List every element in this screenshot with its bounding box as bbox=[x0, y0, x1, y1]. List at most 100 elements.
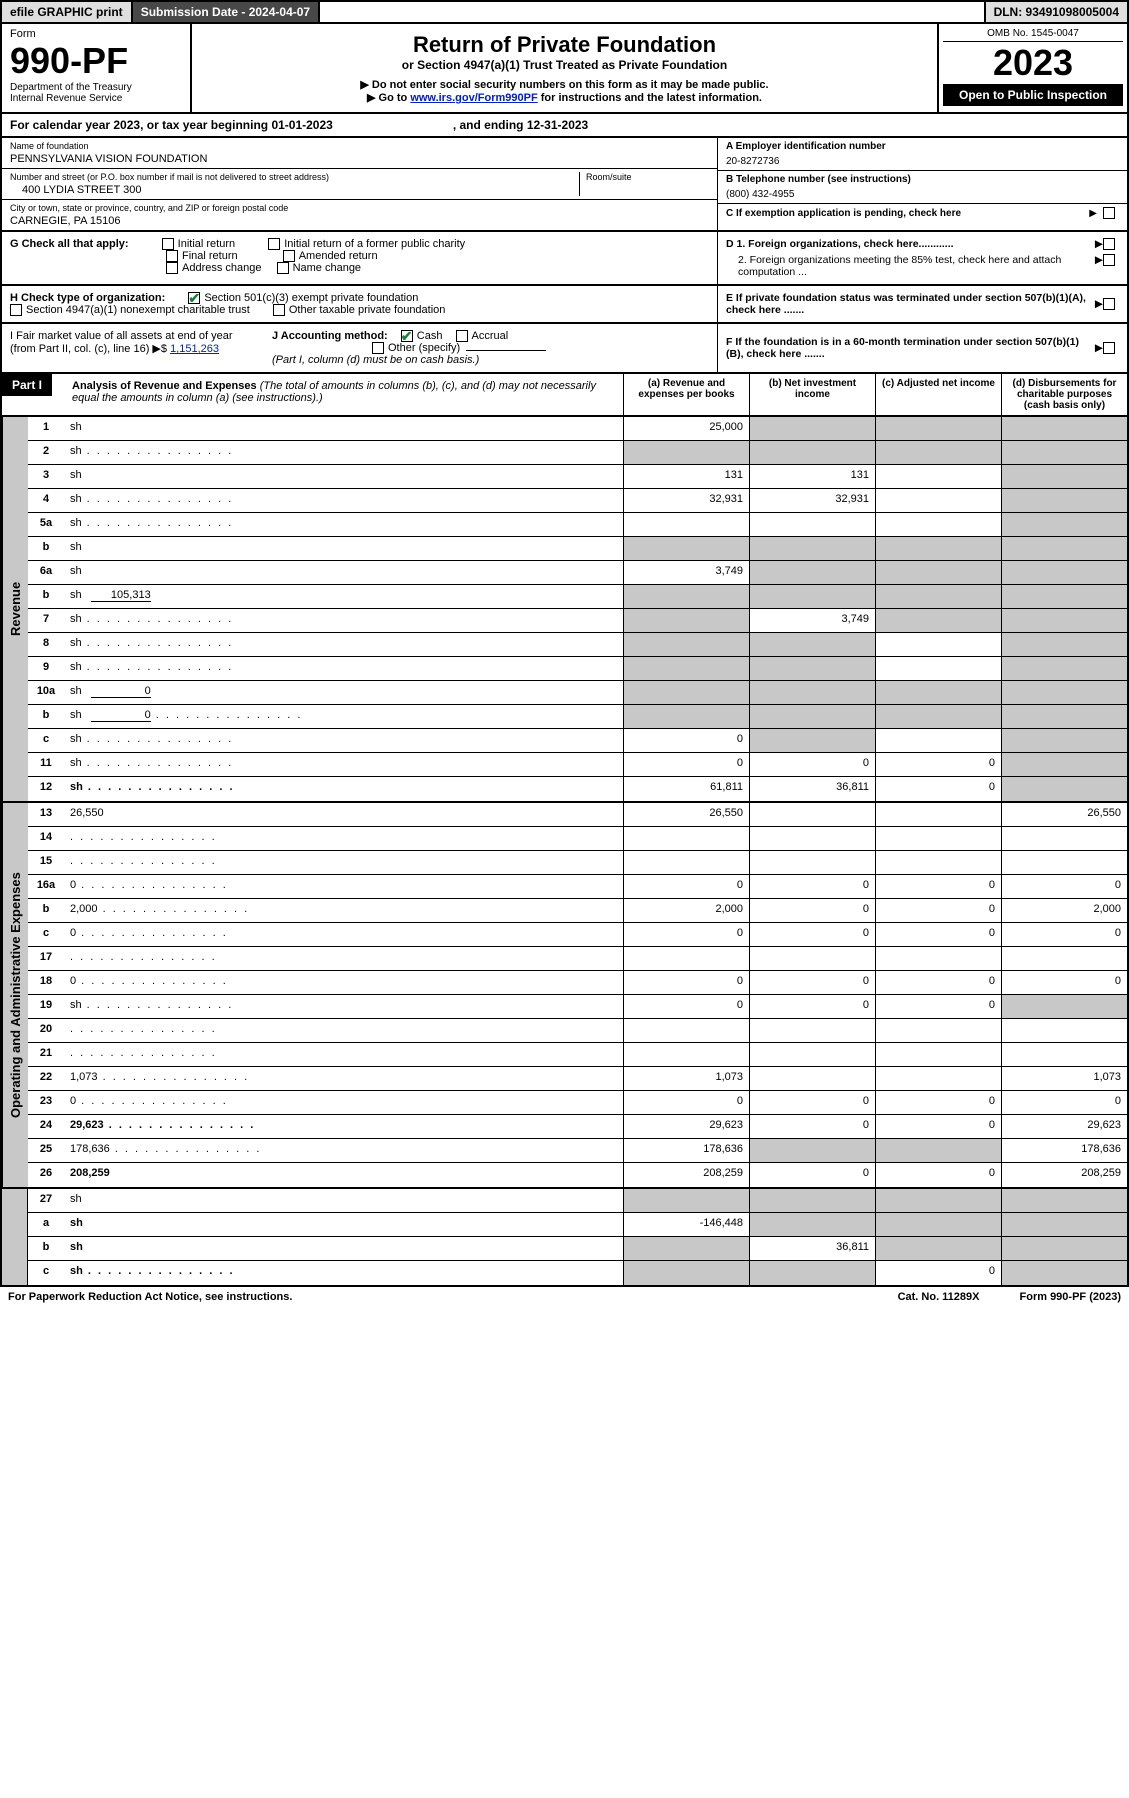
e-checkbox[interactable] bbox=[1103, 298, 1115, 310]
form-number: 990-PF bbox=[10, 40, 182, 82]
h-4947[interactable] bbox=[10, 304, 22, 316]
line-22: 221,0731,0731,073 bbox=[28, 1067, 1127, 1091]
dept: Department of the Treasury bbox=[10, 82, 182, 93]
line-b: bsh 0 bbox=[28, 705, 1127, 729]
line-12: 12sh61,81136,8110 bbox=[28, 777, 1127, 801]
ij-section: I Fair market value of all assets at end… bbox=[0, 324, 1129, 374]
part1-title: Analysis of Revenue and Expenses bbox=[72, 380, 257, 392]
part1-label: Part I bbox=[2, 374, 52, 396]
city-label: City or town, state or province, country… bbox=[10, 203, 709, 213]
d2-checkbox[interactable] bbox=[1103, 254, 1115, 266]
h-other[interactable] bbox=[273, 304, 285, 316]
g-initial-former[interactable] bbox=[268, 238, 280, 250]
form-subtitle: or Section 4947(a)(1) Trust Treated as P… bbox=[200, 58, 929, 72]
calendar-year: For calendar year 2023, or tax year begi… bbox=[0, 114, 1129, 138]
form-label: Form bbox=[10, 28, 182, 40]
summary-section: 27shash-146,448bsh36,811csh0 bbox=[0, 1189, 1129, 1287]
j-other[interactable] bbox=[372, 342, 384, 354]
expenses-section: Operating and Administrative Expenses 13… bbox=[0, 803, 1129, 1189]
footer: For Paperwork Reduction Act Notice, see … bbox=[0, 1287, 1129, 1307]
expenses-label: Operating and Administrative Expenses bbox=[2, 803, 28, 1187]
g-address[interactable] bbox=[166, 262, 178, 274]
e-label: E If private foundation status was termi… bbox=[726, 292, 1095, 316]
line-c: csh0 bbox=[28, 1261, 1127, 1285]
line-27: 27sh bbox=[28, 1189, 1127, 1213]
ein: 20-8272736 bbox=[726, 156, 1119, 167]
j-label: J Accounting method: bbox=[272, 330, 388, 342]
c-label: C If exemption application is pending, c… bbox=[726, 208, 1089, 219]
col-a: (a) Revenue and expenses per books bbox=[623, 374, 749, 415]
g-final[interactable] bbox=[166, 250, 178, 262]
footer-right: Form 990-PF (2023) bbox=[1020, 1291, 1122, 1303]
d2-label: 2. Foreign organizations meeting the 85%… bbox=[726, 254, 1095, 278]
line-23: 2300000 bbox=[28, 1091, 1127, 1115]
g-section: G Check all that apply: Initial return I… bbox=[0, 232, 1129, 286]
f-label: F If the foundation is in a 60-month ter… bbox=[726, 336, 1095, 360]
form-note2b: for instructions and the latest informat… bbox=[538, 92, 762, 104]
irs: Internal Revenue Service bbox=[10, 93, 182, 104]
col-c: (c) Adjusted net income bbox=[875, 374, 1001, 415]
line-10a: 10ash 0 bbox=[28, 681, 1127, 705]
line-18: 1800000 bbox=[28, 971, 1127, 995]
city: CARNEGIE, PA 15106 bbox=[10, 215, 709, 227]
g-label: G Check all that apply: bbox=[10, 238, 129, 250]
d1-checkbox[interactable] bbox=[1103, 238, 1115, 250]
j-accrual[interactable] bbox=[456, 330, 468, 342]
g-initial[interactable] bbox=[162, 238, 174, 250]
line-24: 2429,62329,6230029,623 bbox=[28, 1115, 1127, 1139]
entity-info: Name of foundation PENNSYLVANIA VISION F… bbox=[0, 138, 1129, 232]
line-15: 15 bbox=[28, 851, 1127, 875]
addr-label: Number and street (or P.O. box number if… bbox=[10, 172, 579, 182]
name-label: Name of foundation bbox=[10, 141, 709, 151]
line-b: bsh bbox=[28, 537, 1127, 561]
form-title: Return of Private Foundation bbox=[200, 32, 929, 58]
line-25: 25178,636178,636178,636 bbox=[28, 1139, 1127, 1163]
line-4: 4sh32,93132,931 bbox=[28, 489, 1127, 513]
open-public: Open to Public Inspection bbox=[943, 84, 1123, 106]
line-b: bsh36,811 bbox=[28, 1237, 1127, 1261]
i-value[interactable]: 1,151,263 bbox=[170, 343, 219, 355]
efile-label: efile GRAPHIC print bbox=[2, 2, 133, 22]
f-checkbox[interactable] bbox=[1103, 342, 1115, 354]
j-cash[interactable] bbox=[401, 330, 413, 342]
footer-mid: Cat. No. 11289X bbox=[898, 1291, 980, 1303]
line-3: 3sh131131 bbox=[28, 465, 1127, 489]
part1-header: Part I Analysis of Revenue and Expenses … bbox=[0, 374, 1129, 417]
line-9: 9sh bbox=[28, 657, 1127, 681]
revenue-label: Revenue bbox=[2, 417, 28, 801]
h-section: H Check type of organization: Section 50… bbox=[0, 286, 1129, 324]
form-link[interactable]: www.irs.gov/Form990PF bbox=[410, 92, 537, 104]
line-16a: 16a00000 bbox=[28, 875, 1127, 899]
top-bar: efile GRAPHIC print Submission Date - 20… bbox=[0, 0, 1129, 24]
line-20: 20 bbox=[28, 1019, 1127, 1043]
revenue-section: Revenue 1sh25,0002sh3sh1311314sh32,93132… bbox=[0, 417, 1129, 803]
line-21: 21 bbox=[28, 1043, 1127, 1067]
footer-left: For Paperwork Reduction Act Notice, see … bbox=[8, 1291, 292, 1303]
phone: (800) 432-4955 bbox=[726, 189, 1119, 200]
line-b: bsh 105,313 bbox=[28, 585, 1127, 609]
tax-year: 2023 bbox=[943, 42, 1123, 84]
line-5a: 5ash bbox=[28, 513, 1127, 537]
h-label: H Check type of organization: bbox=[10, 292, 165, 304]
g-name[interactable] bbox=[277, 262, 289, 274]
line-17: 17 bbox=[28, 947, 1127, 971]
line-13: 1326,55026,55026,550 bbox=[28, 803, 1127, 827]
line-26: 26208,259208,25900208,259 bbox=[28, 1163, 1127, 1187]
g-amended[interactable] bbox=[283, 250, 295, 262]
c-checkbox[interactable] bbox=[1103, 207, 1115, 219]
omb: OMB No. 1545-0047 bbox=[943, 28, 1123, 42]
j-note: (Part I, column (d) must be on cash basi… bbox=[272, 354, 479, 366]
line-c: c00000 bbox=[28, 923, 1127, 947]
h-501c3[interactable] bbox=[188, 292, 200, 304]
line-2: 2sh bbox=[28, 441, 1127, 465]
line-11: 11sh000 bbox=[28, 753, 1127, 777]
line-6a: 6ash3,749 bbox=[28, 561, 1127, 585]
line-c: csh0 bbox=[28, 729, 1127, 753]
line-a: ash-146,448 bbox=[28, 1213, 1127, 1237]
col-d: (d) Disbursements for charitable purpose… bbox=[1001, 374, 1127, 415]
ein-label: A Employer identification number bbox=[726, 141, 1119, 152]
room-label: Room/suite bbox=[586, 172, 709, 182]
col-b: (b) Net investment income bbox=[749, 374, 875, 415]
line-14: 14 bbox=[28, 827, 1127, 851]
submission-date: Submission Date - 2024-04-07 bbox=[133, 2, 320, 22]
